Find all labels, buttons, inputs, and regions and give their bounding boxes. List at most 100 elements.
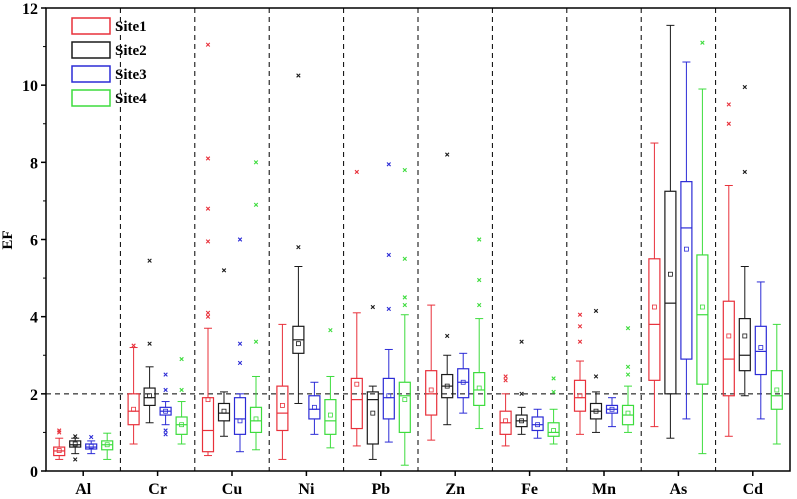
mean-marker xyxy=(311,404,317,410)
outlier-point xyxy=(503,374,508,379)
outlier-point xyxy=(386,306,391,312)
outlier-point xyxy=(237,237,243,242)
outlier-point xyxy=(163,432,168,437)
box-site4-pb xyxy=(398,167,411,466)
outlier-point xyxy=(551,376,556,381)
mean-marker xyxy=(625,410,631,416)
box-site1-cr xyxy=(127,343,140,445)
mean-marker xyxy=(577,393,583,399)
mean-marker xyxy=(684,246,689,252)
box-site1-cu xyxy=(201,42,215,457)
mean-marker xyxy=(700,304,705,310)
outlier-point xyxy=(551,389,556,395)
mean-marker xyxy=(205,397,211,403)
box-site4-cu xyxy=(249,160,263,451)
outlier-point xyxy=(205,314,211,319)
box-site1-al xyxy=(53,428,66,460)
box-iqr xyxy=(473,372,486,407)
mean-marker xyxy=(774,387,780,393)
y-tick-label: 6 xyxy=(30,233,38,250)
box-site4-cd xyxy=(770,323,783,445)
plot-frame xyxy=(45,7,791,472)
mean-marker xyxy=(402,397,408,403)
mean-marker xyxy=(726,333,732,339)
outlier-point xyxy=(477,302,482,308)
outlier-point xyxy=(237,341,243,346)
mean-marker xyxy=(237,418,243,424)
box-site1-zn xyxy=(425,304,438,441)
outlier-point xyxy=(577,324,583,329)
legend-label-site2: Site2 xyxy=(115,43,147,59)
box-iqr xyxy=(664,190,677,395)
outlier-point xyxy=(503,378,508,383)
box-iqr xyxy=(648,258,661,381)
outlier-point xyxy=(296,73,301,78)
box-site1-fe xyxy=(499,374,512,447)
mean-marker xyxy=(72,441,78,447)
box-site2-al xyxy=(69,434,82,462)
box-site4-cr xyxy=(175,356,188,445)
mean-marker xyxy=(221,408,227,414)
box-iqr xyxy=(324,399,337,435)
box-iqr xyxy=(398,381,411,434)
outlier-point xyxy=(625,372,631,377)
mean-marker xyxy=(428,387,434,393)
box-site2-cr xyxy=(143,258,156,424)
x-tick-label: Zn xyxy=(445,481,465,498)
mean-marker xyxy=(551,428,556,433)
y-tick-label: 0 xyxy=(30,464,38,481)
box-iqr xyxy=(457,368,470,399)
outlier-point xyxy=(402,256,407,261)
outlier-point xyxy=(253,202,259,207)
outlier-point xyxy=(328,327,333,333)
legend: Site1 Site2 Site3 Site4 xyxy=(71,17,147,107)
outlier-point xyxy=(593,308,599,314)
box-iqr xyxy=(350,377,363,430)
mean-marker xyxy=(179,422,185,428)
mean-marker xyxy=(131,406,137,412)
box-site3-ni xyxy=(308,381,321,435)
box-site2-cu xyxy=(217,268,231,437)
box-site2-pb xyxy=(366,304,379,460)
box-iqr xyxy=(143,387,156,407)
mean-marker xyxy=(503,418,509,424)
box-iqr xyxy=(680,181,693,360)
outlier-point xyxy=(205,239,211,244)
y-tick-label: 8 xyxy=(30,155,38,172)
outlier-point xyxy=(477,237,482,242)
legend-swatch-site1 xyxy=(71,17,111,35)
mean-marker xyxy=(354,381,360,387)
outlier-point xyxy=(205,310,211,315)
box-iqr xyxy=(308,395,321,420)
mean-marker xyxy=(295,341,301,347)
outlier-point xyxy=(237,360,243,366)
box-site3-pb xyxy=(382,162,395,443)
mean-marker xyxy=(88,443,94,449)
mean-marker xyxy=(593,408,599,414)
box-site2-mn xyxy=(589,308,603,433)
mean-marker xyxy=(386,393,392,399)
outlier-point xyxy=(179,387,184,393)
mean-marker xyxy=(253,416,259,422)
box-site4-fe xyxy=(547,376,560,445)
legend-swatch-site3 xyxy=(71,65,111,83)
outlier-point xyxy=(131,343,136,348)
mean-marker xyxy=(758,345,764,350)
box-site2-fe xyxy=(515,339,528,435)
mean-marker xyxy=(476,385,482,391)
legend-label-site4: Site4 xyxy=(115,91,147,107)
box-iqr xyxy=(738,317,751,372)
outlier-point xyxy=(253,339,259,344)
box-iqr xyxy=(276,385,289,432)
box-site2-cd xyxy=(738,84,751,397)
box-iqr xyxy=(366,391,379,445)
legend-swatch-site4 xyxy=(71,89,111,107)
x-tick-label: Pb xyxy=(371,481,390,498)
mean-marker xyxy=(519,418,524,424)
outlier-point xyxy=(221,268,227,273)
outlier-point xyxy=(445,333,450,339)
box-iqr xyxy=(382,377,395,420)
box-iqr xyxy=(531,416,544,432)
outlier-point xyxy=(73,434,78,439)
